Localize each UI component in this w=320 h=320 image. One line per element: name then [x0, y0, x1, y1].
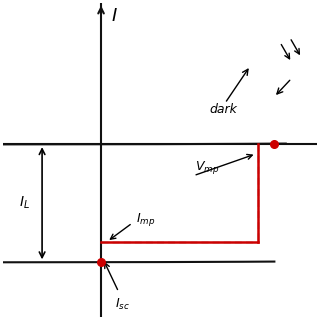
Text: dark: dark	[209, 103, 237, 116]
Text: $I_{sc}$: $I_{sc}$	[115, 297, 130, 312]
Text: $I_{mp}$: $I_{mp}$	[136, 211, 156, 228]
Text: $V_{mp}$: $V_{mp}$	[196, 159, 220, 176]
Text: $I_L$: $I_L$	[19, 195, 30, 212]
Text: $I$: $I$	[111, 7, 118, 26]
